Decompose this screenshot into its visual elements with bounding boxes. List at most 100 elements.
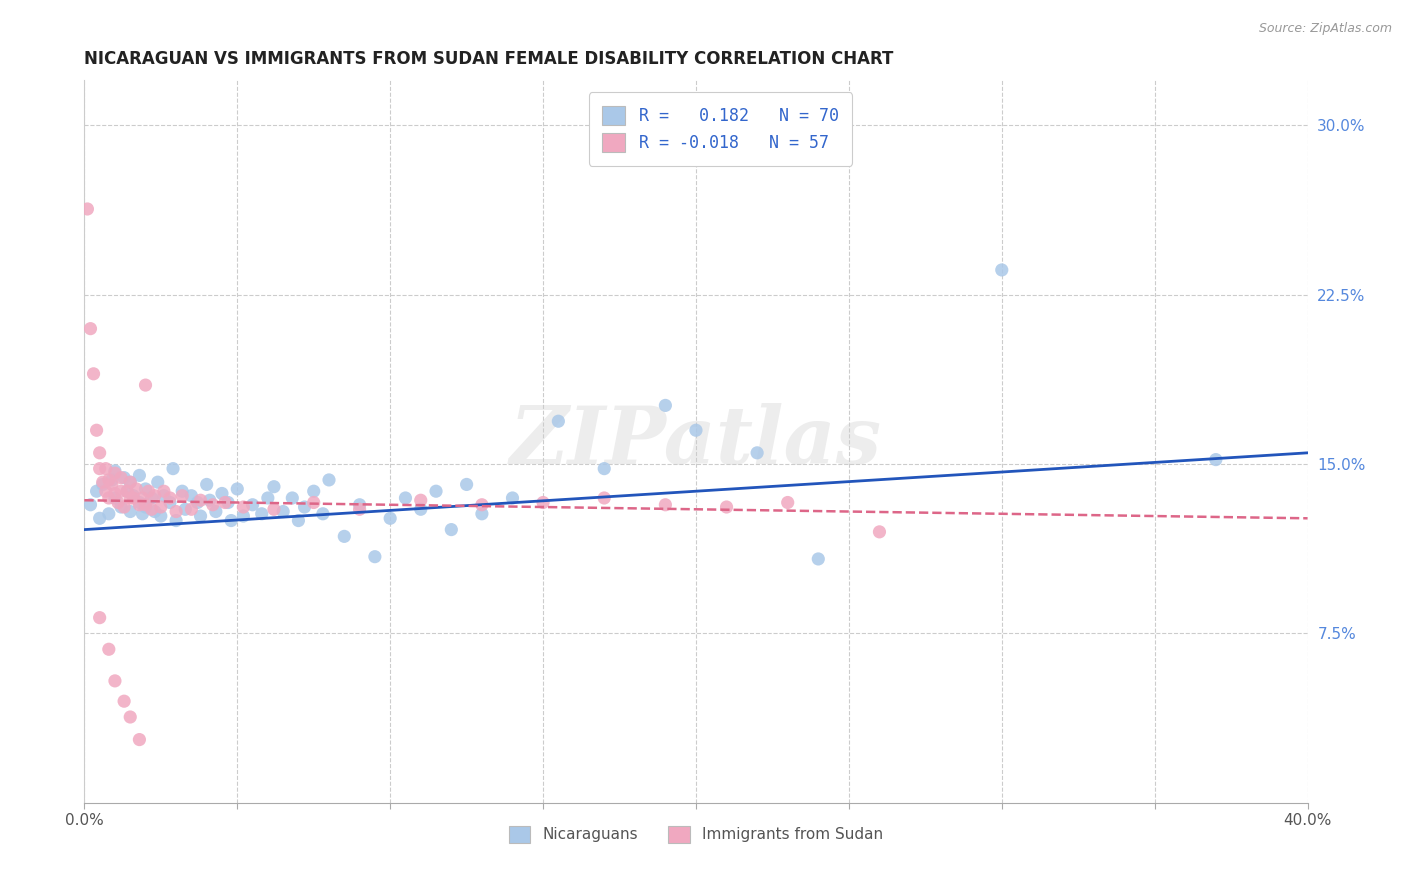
Point: [172, 484, 194, 499]
Point: [146, 475, 169, 490]
Point: [131, 507, 153, 521]
Point: [991, 263, 1014, 277]
Point: [165, 514, 187, 528]
Text: Source: ZipAtlas.com: Source: ZipAtlas.com: [1258, 22, 1392, 36]
Point: [115, 484, 138, 499]
Point: [302, 495, 325, 509]
Point: [174, 502, 197, 516]
Text: ZIPatlas: ZIPatlas: [510, 403, 882, 480]
Point: [135, 482, 157, 496]
Point: [685, 423, 707, 437]
Point: [149, 509, 172, 524]
Point: [214, 495, 236, 509]
Point: [219, 514, 242, 528]
Point: [153, 489, 176, 503]
Point: [217, 495, 239, 509]
Point: [716, 500, 738, 514]
Point: [110, 471, 132, 485]
Point: [143, 504, 166, 518]
Point: [120, 475, 142, 490]
Point: [807, 552, 830, 566]
Point: [110, 484, 132, 499]
Point: [547, 414, 569, 428]
Point: [86, 484, 108, 499]
Point: [104, 486, 127, 500]
Point: [120, 710, 142, 724]
Point: [654, 398, 676, 412]
Point: [211, 486, 233, 500]
Point: [1205, 452, 1227, 467]
Point: [153, 484, 176, 499]
Point: [287, 514, 309, 528]
Point: [186, 495, 208, 509]
Point: [312, 507, 335, 521]
Point: [135, 500, 157, 514]
Point: [128, 732, 150, 747]
Point: [122, 489, 145, 503]
Point: [101, 477, 124, 491]
Point: [409, 502, 432, 516]
Point: [198, 493, 221, 508]
Point: [364, 549, 387, 564]
Point: [112, 500, 135, 514]
Point: [112, 694, 135, 708]
Point: [263, 502, 285, 516]
Point: [531, 495, 554, 509]
Point: [120, 504, 142, 518]
Point: [141, 491, 163, 505]
Point: [294, 500, 316, 514]
Point: [271, 504, 294, 518]
Point: [104, 491, 127, 505]
Point: [128, 468, 150, 483]
Point: [97, 642, 120, 657]
Point: [125, 482, 148, 496]
Point: [180, 502, 202, 516]
Point: [162, 461, 184, 475]
Point: [333, 529, 356, 543]
Point: [89, 511, 111, 525]
Point: [232, 509, 254, 524]
Point: [135, 378, 157, 392]
Point: [143, 489, 166, 503]
Point: [195, 477, 218, 491]
Point: [128, 495, 150, 509]
Point: [205, 504, 228, 518]
Point: [107, 495, 129, 509]
Point: [83, 367, 105, 381]
Point: [471, 498, 494, 512]
Point: [440, 523, 463, 537]
Point: [89, 610, 111, 624]
Point: [89, 446, 111, 460]
Point: [201, 498, 224, 512]
Point: [91, 477, 114, 491]
Point: [593, 491, 616, 505]
Point: [425, 484, 447, 499]
Point: [456, 477, 478, 491]
Point: [349, 502, 371, 516]
Point: [190, 493, 212, 508]
Point: [172, 489, 194, 503]
Point: [226, 482, 249, 496]
Point: [409, 493, 432, 508]
Point: [135, 498, 157, 512]
Point: [97, 507, 120, 521]
Point: [97, 473, 120, 487]
Point: [190, 509, 212, 524]
Point: [141, 502, 163, 516]
Point: [104, 466, 127, 480]
Point: [250, 507, 273, 521]
Point: [104, 464, 127, 478]
Point: [122, 491, 145, 505]
Point: [281, 491, 304, 505]
Point: [349, 498, 371, 512]
Point: [159, 495, 181, 509]
Point: [318, 473, 340, 487]
Point: [394, 491, 416, 505]
Point: [502, 491, 524, 505]
Point: [120, 491, 142, 505]
Point: [110, 500, 132, 514]
Point: [776, 495, 799, 509]
Point: [165, 504, 187, 518]
Point: [104, 673, 127, 688]
Point: [97, 491, 120, 505]
